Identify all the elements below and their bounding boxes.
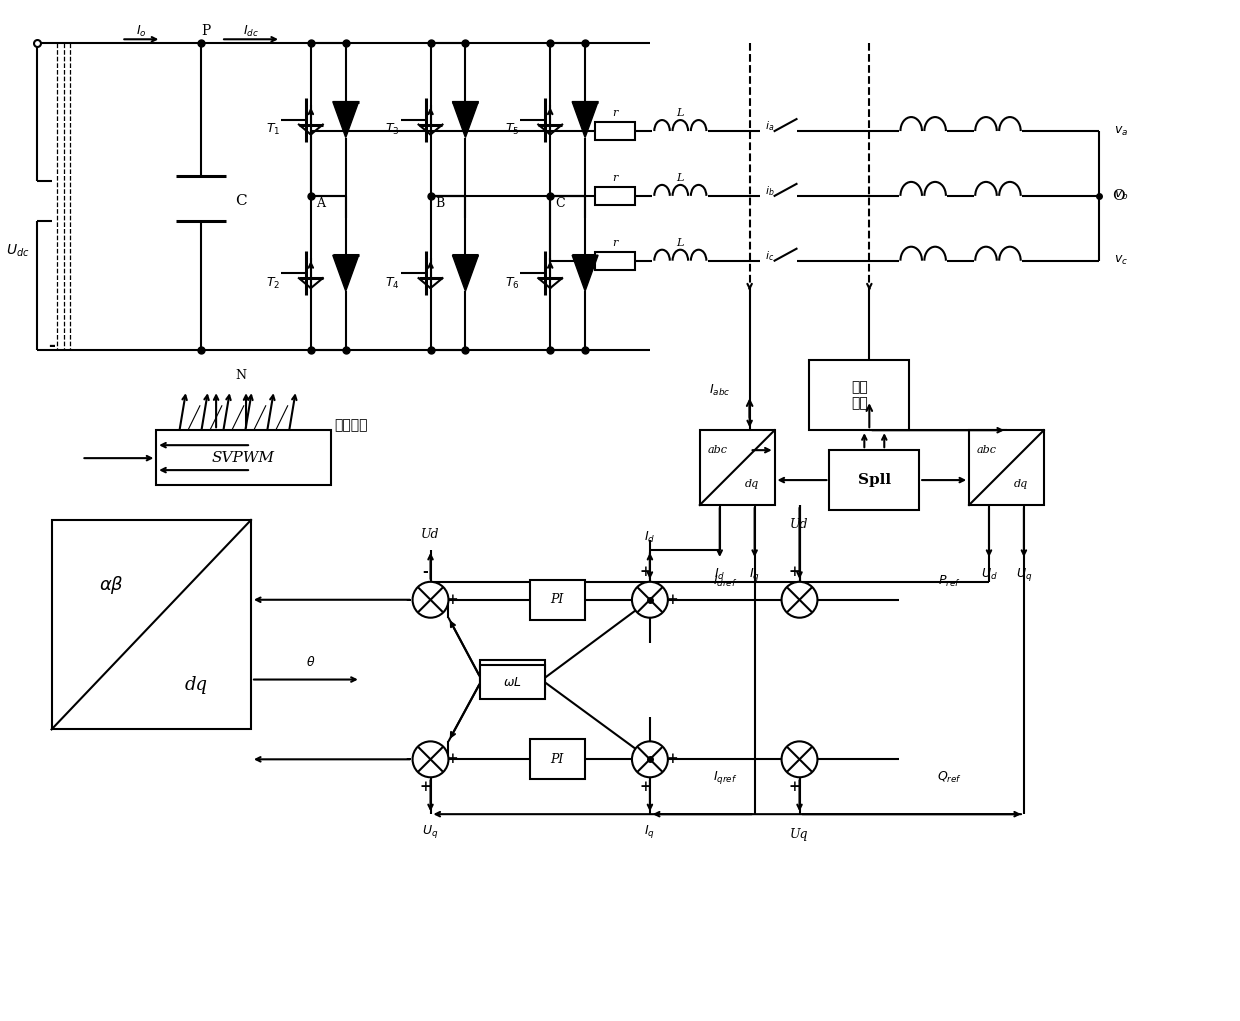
Polygon shape [332,102,358,138]
Bar [531,580,585,620]
Bar [595,123,635,140]
Text: L: L [676,238,683,248]
Text: +: + [789,565,800,579]
Bar [810,360,909,430]
Bar [156,430,331,485]
Text: L: L [676,108,683,118]
Text: $i_c$: $i_c$ [765,249,774,262]
Text: +: + [666,593,678,606]
Text: L: L [676,173,683,183]
Text: +: + [666,752,678,767]
Polygon shape [572,255,598,291]
Text: dq: dq [1014,479,1028,489]
Circle shape [632,582,668,618]
Text: Uq: Uq [790,828,808,840]
Text: PI: PI [551,593,564,606]
Text: $i_a$: $i_a$ [765,119,774,133]
Circle shape [413,582,449,618]
Circle shape [632,741,668,777]
Text: +: + [446,593,459,606]
Bar [480,660,546,694]
Text: $\alpha\beta$: $\alpha\beta$ [99,574,124,596]
Text: $\omega L$: $\omega L$ [503,676,522,689]
Text: -: - [423,565,428,579]
Text: A: A [316,197,325,210]
Text: $Q_{ref}$: $Q_{ref}$ [936,770,961,785]
Text: $T_5$: $T_5$ [505,121,520,137]
Circle shape [413,741,449,777]
Text: $T_4$: $T_4$ [386,276,401,291]
Text: r: r [613,108,618,118]
Circle shape [781,582,817,618]
Text: +: + [639,780,651,794]
Text: $P_{ref}$: $P_{ref}$ [937,574,961,589]
Text: $U_{dc}$: $U_{dc}$ [6,243,30,259]
Text: 脉冲调制: 脉冲调制 [334,419,367,432]
Text: $v_b$: $v_b$ [1114,189,1128,202]
Text: $T_3$: $T_3$ [386,121,399,137]
Text: $U_q$: $U_q$ [1016,567,1032,583]
Text: $v_a$: $v_a$ [1114,125,1128,138]
Polygon shape [453,255,479,291]
Text: $I_{abc}$: $I_{abc}$ [709,383,730,398]
Text: dq: dq [744,479,759,489]
Text: -: - [405,752,412,767]
Text: $T_2$: $T_2$ [265,276,280,291]
Text: r: r [613,173,618,183]
Text: abc: abc [708,445,728,455]
Text: P: P [202,25,211,39]
Text: abc: abc [977,445,997,455]
Text: C: C [236,194,247,208]
Text: r: r [613,238,618,248]
Text: Ud: Ud [422,529,440,541]
Text: $\theta$: $\theta$ [306,654,315,669]
Text: $I_d$: $I_d$ [645,530,656,545]
Text: $i_b$: $i_b$ [765,184,774,198]
Text: $I_q$: $I_q$ [645,823,656,839]
Text: $U_d$: $U_d$ [981,568,997,582]
Bar [968,430,1044,505]
Text: $I_{qref}$: $I_{qref}$ [713,769,737,786]
Text: C: C [556,197,564,210]
Text: $I_o$: $I_o$ [136,23,146,39]
Text: dq: dq [185,676,207,693]
Text: +: + [419,780,432,794]
Text: $T_1$: $T_1$ [265,121,280,137]
Text: +: + [639,565,651,579]
Bar [531,739,585,779]
Text: +: + [446,752,459,767]
Text: $T_6$: $T_6$ [505,276,520,291]
Bar [830,450,919,510]
Text: O: O [1112,189,1125,203]
Text: $I_{dref}$: $I_{dref}$ [713,574,737,589]
Text: $v_c$: $v_c$ [1114,254,1127,268]
Text: B: B [435,197,445,210]
Polygon shape [572,102,598,138]
Text: PI: PI [551,752,564,766]
Text: $I_q$: $I_q$ [749,567,760,583]
Text: -: - [48,337,55,354]
Bar [595,252,635,270]
Bar [595,187,635,205]
Text: $U_q$: $U_q$ [423,823,439,839]
Polygon shape [332,255,358,291]
Polygon shape [453,102,479,138]
Text: N: N [236,369,247,382]
Circle shape [781,741,817,777]
Bar [52,520,250,729]
Text: Spll: Spll [858,473,890,487]
Text: $I_{dc}$: $I_{dc}$ [243,23,259,39]
Text: $I_d$: $I_d$ [714,568,725,582]
Text: $\omega L$: $\omega L$ [503,671,522,684]
Text: -: - [405,593,412,606]
Text: Ud: Ud [790,519,808,532]
Bar [480,665,546,699]
Text: SVPWM: SVPWM [212,451,274,466]
Text: 本地
负载: 本地 负载 [851,380,868,410]
Text: +: + [789,780,800,794]
Bar [699,430,775,505]
